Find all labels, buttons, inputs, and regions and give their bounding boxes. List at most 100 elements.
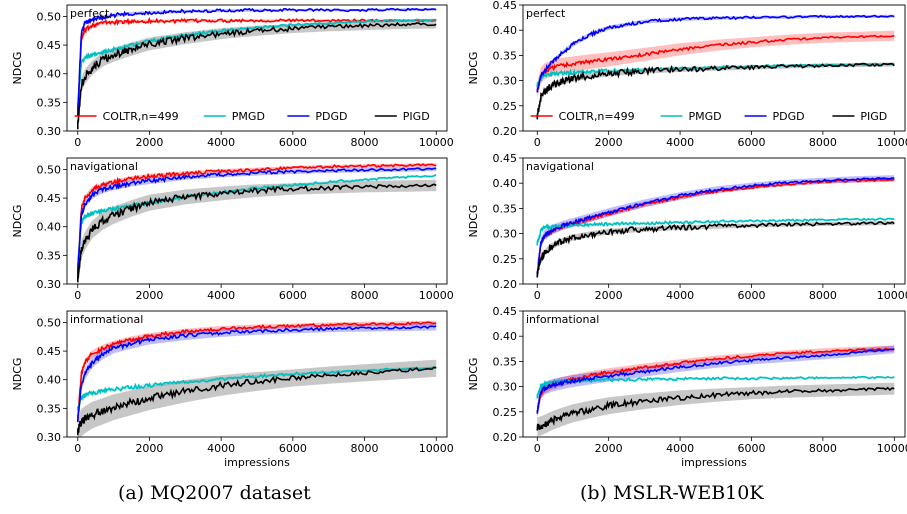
x-tick-label: 6000 bbox=[737, 442, 765, 455]
legend-label-pmgd: PMGD bbox=[232, 110, 265, 123]
y-tick-label: 0.30 bbox=[493, 75, 518, 88]
axes-frame bbox=[522, 4, 906, 132]
y-tick-label: 0.45 bbox=[37, 192, 62, 205]
chart-mq-informational: 0 2000 4000 6000 8000 10000 0.30 0.35 0.40 0.45 0.… bbox=[11, 310, 454, 469]
y-tick-label: 0.40 bbox=[493, 24, 518, 37]
x-tick-label: 2000 bbox=[135, 136, 163, 149]
x-tick-label: 6000 bbox=[737, 289, 765, 302]
x-tick-label: 8000 bbox=[809, 289, 837, 302]
x-tick-label: 4000 bbox=[666, 442, 694, 455]
series-line-pdgd bbox=[77, 167, 437, 275]
y-tick-label: 0.35 bbox=[37, 96, 62, 109]
y-axis-label: NDCG bbox=[11, 52, 24, 85]
series-line-coltr bbox=[536, 34, 895, 93]
x-tick-label: 4000 bbox=[207, 136, 235, 149]
series-line-pigd bbox=[536, 221, 895, 278]
caption-left: (a) MQ2007 dataset bbox=[118, 482, 311, 504]
band-pigd bbox=[77, 19, 437, 131]
x-tick-label: 6000 bbox=[279, 289, 307, 302]
legend-label-pdgd: PDGD bbox=[315, 110, 347, 123]
band-pmgd bbox=[537, 218, 895, 246]
y-axis-label: NDCG bbox=[467, 205, 480, 238]
y-tick-label: 0.45 bbox=[493, 305, 518, 318]
x-tick-label: 10000 bbox=[419, 289, 454, 302]
series-line-coltr bbox=[77, 321, 437, 422]
panel-title: perfect bbox=[526, 7, 566, 20]
x-tick-label: 6000 bbox=[279, 136, 307, 149]
chart-mslr-navigational: 0 2000 4000 6000 8000 10000 0.20 0.25 0.30 0.35 0.… bbox=[467, 152, 907, 302]
y-tick-label: 0.20 bbox=[493, 431, 518, 444]
y-axis-label: NDCG bbox=[467, 52, 480, 85]
band-pigd bbox=[77, 179, 437, 284]
x-tick-label: 2000 bbox=[595, 289, 623, 302]
chart-mq-perfect: 0 2000 4000 6000 8000 10000 0.30 0.35 0.40 0.45 0.… bbox=[11, 4, 454, 149]
x-tick-label: 0 bbox=[534, 442, 541, 455]
y-tick-label: 0.35 bbox=[37, 249, 62, 262]
series-line-pdgd bbox=[536, 14, 895, 93]
legend: COLTR,n=499 PMGD PDGD PIGD bbox=[530, 110, 887, 123]
y-tick-label: 0.30 bbox=[493, 228, 518, 241]
series-line-pmgd bbox=[536, 375, 895, 399]
x-tick-label: 4000 bbox=[666, 289, 694, 302]
x-tick-label: 10000 bbox=[419, 136, 454, 149]
chart-mslr-perfect: 0 2000 4000 6000 8000 10000 0.20 0.25 0.30 0.35 0.… bbox=[467, 0, 907, 149]
series-line-pigd bbox=[77, 21, 437, 130]
x-tick-label: 8000 bbox=[351, 289, 379, 302]
y-tick-label: 0.50 bbox=[37, 163, 62, 176]
x-tick-label: 6000 bbox=[737, 136, 765, 149]
plot-area bbox=[77, 7, 437, 131]
legend-label-coltr: COLTR,n=499 bbox=[559, 110, 635, 123]
series-line-pigd bbox=[536, 62, 895, 120]
axes-frame bbox=[66, 157, 448, 285]
series-line-pmgd bbox=[77, 18, 437, 111]
y-tick-label: 0.45 bbox=[493, 152, 518, 165]
x-tick-label: 4000 bbox=[207, 442, 235, 455]
axes-frame bbox=[66, 4, 448, 132]
y-tick-label: 0.20 bbox=[493, 125, 518, 138]
axes-frame bbox=[522, 310, 906, 438]
panel-title: navigational bbox=[70, 160, 138, 173]
y-tick-label: 0.25 bbox=[493, 406, 518, 419]
band-pdgd bbox=[537, 14, 895, 94]
chart-mq-navigational: 0 2000 4000 6000 8000 10000 0.30 0.35 0.40 0.45 0.… bbox=[11, 157, 454, 302]
y-tick-label: 0.35 bbox=[37, 402, 62, 415]
band-pmgd bbox=[77, 366, 437, 411]
series-line-pmgd bbox=[77, 174, 437, 269]
x-tick-label: 0 bbox=[74, 442, 81, 455]
series-line-pmgd bbox=[77, 366, 437, 411]
x-tick-label: 2000 bbox=[135, 289, 163, 302]
y-tick-label: 0.45 bbox=[37, 39, 62, 52]
x-tick-label: 0 bbox=[534, 136, 541, 149]
y-tick-label: 0.40 bbox=[37, 221, 62, 234]
panel-title: navigational bbox=[526, 160, 594, 173]
x-tick-label: 8000 bbox=[809, 136, 837, 149]
x-tick-label: 10000 bbox=[877, 442, 907, 455]
y-tick-label: 0.35 bbox=[493, 202, 518, 215]
series-line-pigd bbox=[77, 366, 437, 436]
x-tick-label: 2000 bbox=[595, 136, 623, 149]
plot-area bbox=[77, 163, 437, 284]
plot-area bbox=[536, 14, 895, 120]
panel-title: informational bbox=[70, 313, 143, 326]
x-tick-label: 10000 bbox=[419, 442, 454, 455]
figure: 0 2000 4000 6000 8000 10000 0.30 0.35 0.40 0.45 0.… bbox=[11, 0, 907, 469]
y-tick-label: 0.50 bbox=[37, 316, 62, 329]
y-tick-label: 0.40 bbox=[493, 177, 518, 190]
x-tick-label: 8000 bbox=[351, 136, 379, 149]
x-axis-label: impressions bbox=[681, 456, 747, 469]
panel-title: perfect bbox=[70, 7, 110, 20]
y-tick-label: 0.25 bbox=[493, 100, 518, 113]
series-line-pigd bbox=[536, 386, 895, 431]
series-line-coltr bbox=[77, 163, 437, 275]
x-tick-label: 10000 bbox=[877, 289, 907, 302]
legend-label-pdgd: PDGD bbox=[773, 110, 805, 123]
x-tick-label: 8000 bbox=[809, 442, 837, 455]
legend-label-pigd: PIGD bbox=[403, 110, 430, 123]
y-tick-label: 0.50 bbox=[37, 10, 62, 23]
series-line-pdgd bbox=[536, 348, 895, 414]
y-tick-label: 0.30 bbox=[37, 125, 62, 138]
series-line-pdgd bbox=[536, 176, 895, 276]
y-tick-label: 0.35 bbox=[493, 355, 518, 368]
plot-area bbox=[536, 175, 895, 279]
y-tick-label: 0.25 bbox=[493, 253, 518, 266]
